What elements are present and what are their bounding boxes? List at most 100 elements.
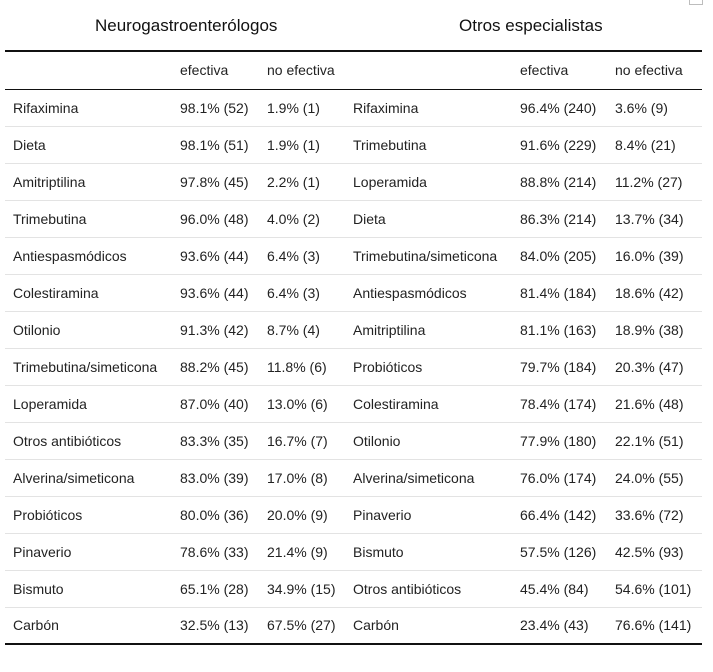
- right-not-effective-cell: 13.7% (34): [607, 200, 702, 238]
- right-not-effective-cell: 33.6% (72): [607, 496, 702, 534]
- left-not-effective-cell: 21.4% (9): [259, 533, 345, 571]
- left-treatment-cell: Loperamida: [5, 385, 172, 423]
- table-row: Pinaverio 78.6% (33) 21.4% (9) Bismuto 57.5%…: [5, 533, 702, 571]
- left-treatment-cell: Dieta: [5, 126, 172, 164]
- right-effective-cell: 79.7% (184): [512, 348, 607, 386]
- left-not-effective-cell: 34.9% (15): [259, 570, 345, 608]
- right-effective-cell: 96.4% (240): [512, 89, 607, 127]
- left-treatment-cell: Probióticos: [5, 496, 172, 534]
- left-effective-cell: 83.0% (39): [172, 459, 259, 497]
- left-effective-cell: 78.6% (33): [172, 533, 259, 571]
- left-not-effective-cell: 8.7% (4): [259, 311, 345, 349]
- table-row: Probióticos 80.0% (36) 20.0% (9) Pinaverio 6…: [5, 496, 702, 534]
- left-effective-cell: 98.1% (52): [172, 89, 259, 127]
- left-treatment-cell: Otros antibióticos: [5, 422, 172, 460]
- subheader-effective-right: efectiva: [512, 52, 607, 90]
- left-not-effective-cell: 2.2% (1): [259, 163, 345, 201]
- right-not-effective-cell: 54.6% (101): [607, 570, 702, 608]
- left-treatment-cell: Alverina/simeticona: [5, 459, 172, 497]
- table-row: Trimebutina/simeticona 88.2% (45) 11.8% (6…: [5, 348, 702, 386]
- left-treatment-cell: Amitriptilina: [5, 163, 172, 201]
- top-rule: [5, 50, 702, 52]
- right-treatment-cell: Dieta: [345, 200, 512, 238]
- left-effective-cell: 93.6% (44): [172, 237, 259, 275]
- subheader-row: efectiva no efectiva efectiva no efectiv…: [5, 52, 702, 90]
- right-effective-cell: 84.0% (205): [512, 237, 607, 275]
- subheader-effective-left: efectiva: [172, 52, 259, 90]
- right-not-effective-cell: 42.5% (93): [607, 533, 702, 571]
- right-treatment-cell: Otros antibióticos: [345, 570, 512, 608]
- right-not-effective-cell: 24.0% (55): [607, 459, 702, 497]
- corner-mark: [689, 0, 703, 5]
- left-effective-cell: 87.0% (40): [172, 385, 259, 423]
- table-row: Loperamida 87.0% (40) 13.0% (6) Colestirami…: [5, 385, 702, 423]
- table-row: Amitriptilina 97.8% (45) 2.2% (1) Loperamid…: [5, 163, 702, 201]
- subheader-not-effective-left: no efectiva: [259, 52, 345, 90]
- subheader-not-effective-right: no efectiva: [607, 52, 702, 90]
- left-not-effective-cell: 13.0% (6): [259, 385, 345, 423]
- table-row: Otros antibióticos 83.3% (35) 16.7% (7) Oti…: [5, 422, 702, 460]
- left-effective-cell: 65.1% (28): [172, 570, 259, 608]
- left-not-effective-cell: 17.0% (8): [259, 459, 345, 497]
- right-effective-cell: 76.0% (174): [512, 459, 607, 497]
- right-treatment-cell: Alverina/simeticona: [345, 459, 512, 497]
- left-effective-cell: 88.2% (45): [172, 348, 259, 386]
- subheader-blank-right: [345, 52, 512, 90]
- right-not-effective-cell: 16.0% (39): [607, 237, 702, 275]
- right-effective-cell: 91.6% (229): [512, 126, 607, 164]
- right-effective-cell: 81.1% (163): [512, 311, 607, 349]
- right-effective-cell: 45.4% (84): [512, 570, 607, 608]
- right-treatment-cell: Trimebutina: [345, 126, 512, 164]
- left-effective-cell: 97.8% (45): [172, 163, 259, 201]
- right-treatment-cell: Bismuto: [345, 533, 512, 571]
- left-not-effective-cell: 6.4% (3): [259, 274, 345, 312]
- group-title-neurogastroenterologists: Neurogastroenterólogos: [95, 16, 278, 35]
- left-not-effective-cell: 11.8% (6): [259, 348, 345, 386]
- left-effective-cell: 93.6% (44): [172, 274, 259, 312]
- right-treatment-cell: Carbón: [345, 607, 512, 645]
- table-row: Otilonio 91.3% (42) 8.7% (4) Amitriptilina 8…: [5, 311, 702, 349]
- left-treatment-cell: Rifaximina: [5, 89, 172, 127]
- right-not-effective-cell: 18.9% (38): [607, 311, 702, 349]
- left-not-effective-cell: 67.5% (27): [259, 607, 345, 645]
- right-not-effective-cell: 11.2% (27): [607, 163, 702, 201]
- group-headers: Neurogastroenterólogos Otros especialist…: [5, 0, 702, 50]
- table-row: Dieta 98.1% (51) 1.9% (1) Trimebutina 91.6% …: [5, 126, 702, 164]
- right-not-effective-cell: 3.6% (9): [607, 89, 702, 127]
- right-not-effective-cell: 21.6% (48): [607, 385, 702, 423]
- left-effective-cell: 32.5% (13): [172, 607, 259, 645]
- left-effective-cell: 91.3% (42): [172, 311, 259, 349]
- left-treatment-cell: Bismuto: [5, 570, 172, 608]
- right-treatment-cell: Trimebutina/simeticona: [345, 237, 512, 275]
- right-effective-cell: 78.4% (174): [512, 385, 607, 423]
- right-not-effective-cell: 20.3% (47): [607, 348, 702, 386]
- effectiveness-table: efectiva no efectiva efectiva no efectiv…: [5, 52, 702, 645]
- left-treatment-cell: Antiespasmódicos: [5, 237, 172, 275]
- right-treatment-cell: Loperamida: [345, 163, 512, 201]
- right-treatment-cell: Antiespasmódicos: [345, 274, 512, 312]
- left-treatment-cell: Colestiramina: [5, 274, 172, 312]
- right-effective-cell: 86.3% (214): [512, 200, 607, 238]
- table-row: Carbón 32.5% (13) 67.5% (27) Carbón 23.4% (4…: [5, 607, 702, 645]
- left-not-effective-cell: 6.4% (3): [259, 237, 345, 275]
- left-treatment-cell: Trimebutina/simeticona: [5, 348, 172, 386]
- left-not-effective-cell: 16.7% (7): [259, 422, 345, 460]
- left-effective-cell: 98.1% (51): [172, 126, 259, 164]
- table-row: Alverina/simeticona 83.0% (39) 17.0% (8) Al…: [5, 459, 702, 497]
- left-not-effective-cell: 1.9% (1): [259, 89, 345, 127]
- right-treatment-cell: Colestiramina: [345, 385, 512, 423]
- subheader-blank-left: [5, 52, 172, 90]
- right-treatment-cell: Rifaximina: [345, 89, 512, 127]
- right-treatment-cell: Otilonio: [345, 422, 512, 460]
- left-not-effective-cell: 20.0% (9): [259, 496, 345, 534]
- right-treatment-cell: Probióticos: [345, 348, 512, 386]
- right-effective-cell: 88.8% (214): [512, 163, 607, 201]
- right-effective-cell: 66.4% (142): [512, 496, 607, 534]
- right-not-effective-cell: 76.6% (141): [607, 607, 702, 645]
- left-effective-cell: 96.0% (48): [172, 200, 259, 238]
- right-treatment-cell: Pinaverio: [345, 496, 512, 534]
- table-row: Bismuto 65.1% (28) 34.9% (15) Otros antibió…: [5, 570, 702, 608]
- left-treatment-cell: Carbón: [5, 607, 172, 645]
- left-treatment-cell: Trimebutina: [5, 200, 172, 238]
- right-effective-cell: 57.5% (126): [512, 533, 607, 571]
